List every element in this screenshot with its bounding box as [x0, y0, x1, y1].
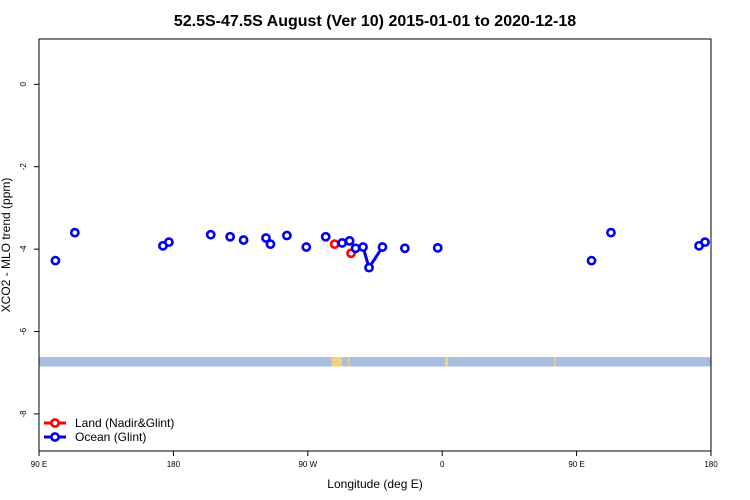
data-point	[337, 238, 348, 248]
land-patch	[445, 357, 449, 367]
data-point	[329, 239, 340, 250]
data-point	[225, 231, 236, 242]
x-axis-label: Longitude (deg E)	[327, 477, 422, 491]
data-point	[350, 243, 361, 254]
x-axis: 90 E 180 90 W 0 90 E 180	[31, 451, 718, 469]
data-point	[364, 262, 374, 273]
data-point	[606, 227, 616, 238]
legend: Land (Nadir&Glint)Ocean (Glint)	[44, 416, 174, 444]
land-patch	[554, 357, 556, 367]
data-point	[377, 242, 388, 252]
series-layer	[50, 227, 710, 273]
plot-frame	[38, 38, 712, 452]
land-patch	[331, 357, 343, 367]
data-point	[265, 239, 276, 250]
data-point	[205, 229, 216, 240]
legend-marker	[50, 432, 60, 442]
data-point	[399, 243, 410, 254]
legend-label: Land (Nadir&Glint)	[75, 416, 174, 430]
x-tick-label: 180	[704, 460, 718, 469]
y-tick-label: -4	[19, 245, 28, 253]
data-point	[301, 242, 312, 252]
data-point	[69, 227, 80, 238]
data-point	[261, 233, 271, 243]
x-tick-label: 90 E	[31, 460, 47, 469]
land-patch	[348, 357, 350, 367]
x-tick-label: 90 W	[298, 460, 317, 469]
data-point	[432, 242, 443, 253]
data-point	[281, 230, 292, 241]
ocean-band	[39, 357, 711, 367]
data-point	[164, 237, 174, 248]
data-point	[344, 235, 355, 246]
y-tick-label: 0	[19, 82, 28, 87]
legend-label: Ocean (Glint)	[75, 430, 146, 444]
x-tick-label: 0	[440, 460, 445, 469]
x-tick-label: 180	[167, 460, 181, 469]
x-tick-label: 90 E	[568, 460, 584, 469]
data-point	[238, 235, 249, 245]
land-band	[39, 357, 711, 367]
data-point	[586, 255, 597, 266]
data-point	[700, 237, 710, 248]
chart-title: 52.5S-47.5S August (Ver 10) 2015-01-01 t…	[174, 13, 576, 30]
legend-marker	[50, 418, 60, 428]
y-axis-label: XCO2 - MLO trend (ppm)	[0, 178, 13, 313]
y-tick-label: -2	[19, 163, 28, 171]
y-tick-label: -6	[19, 327, 28, 335]
y-axis: 0 -2 -4 -6 -8	[19, 82, 39, 418]
y-tick-label: -8	[19, 410, 28, 418]
data-point	[358, 242, 368, 252]
data-point	[50, 255, 61, 266]
data-point	[320, 231, 331, 242]
